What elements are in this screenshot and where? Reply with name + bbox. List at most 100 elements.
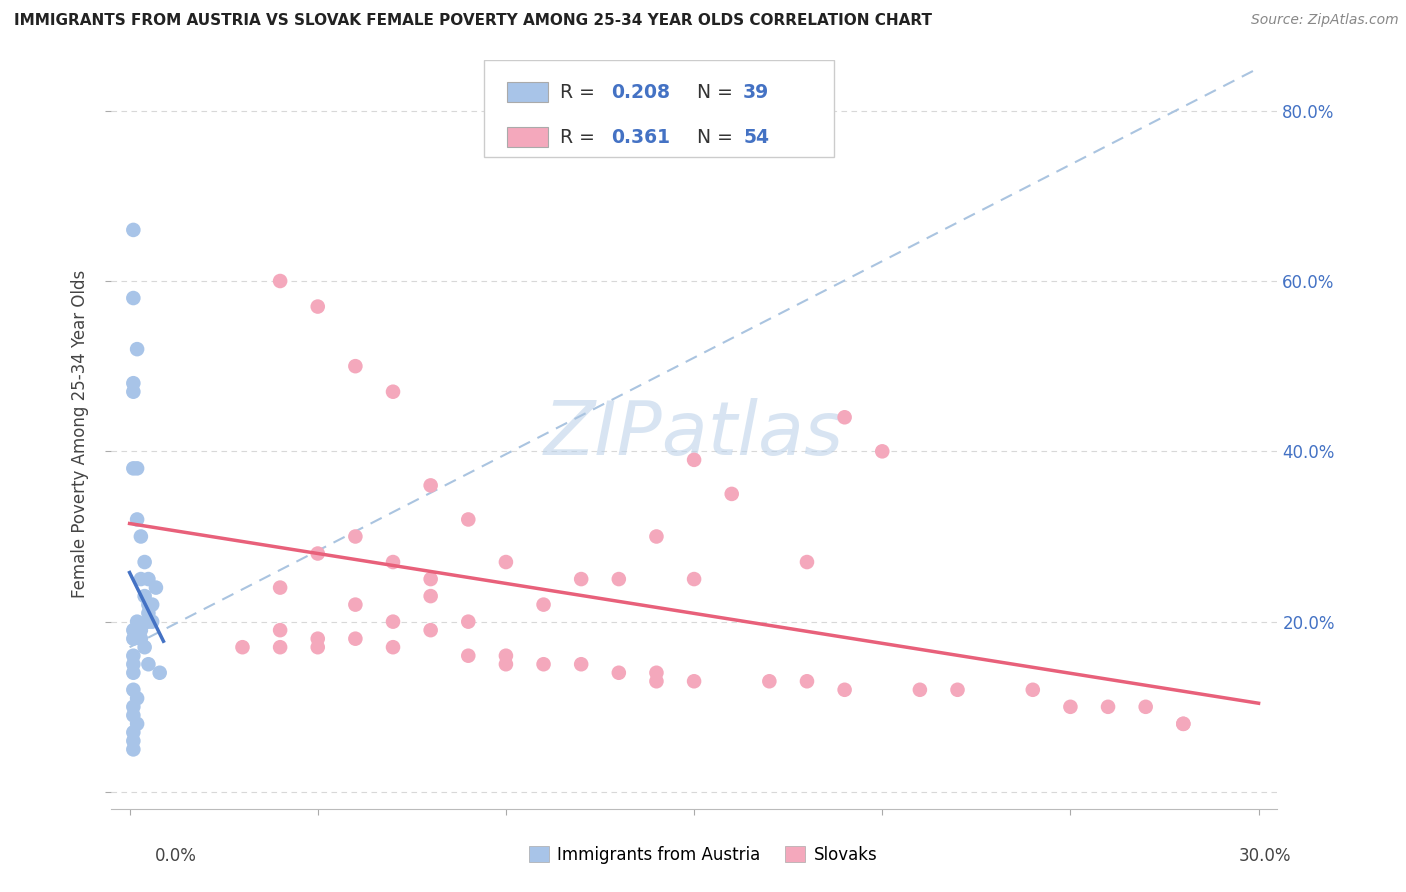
Point [138,615,160,629]
Point [122,657,145,672]
Point [134,555,156,569]
Text: 0.0%: 0.0% [155,847,197,865]
Point [1173,716,1195,731]
Point [138,572,160,586]
Point [122,461,145,475]
Point [129,632,152,646]
Point [122,699,145,714]
Point [495,657,517,672]
Text: IMMIGRANTS FROM AUSTRIA VS SLOVAK FEMALE POVERTY AMONG 25-34 YEAR OLDS CORRELATI: IMMIGRANTS FROM AUSTRIA VS SLOVAK FEMALE… [14,13,932,29]
Point [307,632,329,646]
Point [231,640,253,655]
Point [141,615,163,629]
Point [122,291,145,305]
Point [307,640,329,655]
Point [495,648,517,663]
Point [141,598,163,612]
Point [122,734,145,748]
Point [946,682,969,697]
Point [834,410,856,425]
Point [307,547,329,561]
Point [569,657,592,672]
Point [122,223,145,237]
Point [419,589,441,603]
Point [269,623,291,637]
Point [382,615,405,629]
Point [1022,682,1045,697]
Point [127,623,149,637]
Text: R =: R = [560,128,607,147]
Point [138,598,160,612]
Point [122,742,145,756]
Point [122,623,145,637]
Point [645,665,668,680]
Point [382,640,405,655]
FancyBboxPatch shape [508,127,548,146]
Point [344,598,367,612]
Point [344,529,367,543]
Point [122,682,145,697]
Point [419,478,441,492]
Point [127,512,149,526]
Point [834,682,856,697]
Point [129,572,152,586]
Point [134,589,156,603]
Point [382,384,405,399]
Text: 0.361: 0.361 [612,128,671,147]
Point [122,632,145,646]
Point [457,512,479,526]
FancyBboxPatch shape [484,60,834,157]
Point [122,648,145,663]
Point [720,487,742,501]
Point [1173,716,1195,731]
Point [457,648,479,663]
Text: 39: 39 [744,83,769,102]
Point [129,529,152,543]
FancyBboxPatch shape [508,82,548,102]
Point [457,615,479,629]
Point [127,691,149,706]
Point [269,640,291,655]
Point [796,674,818,689]
Point [122,665,145,680]
Point [138,606,160,620]
Point [127,461,149,475]
Text: 0.208: 0.208 [612,83,671,102]
Text: N =: N = [685,128,738,147]
Point [870,444,893,458]
Point [683,572,706,586]
Point [607,572,630,586]
Point [758,674,780,689]
Text: Source: ZipAtlas.com: Source: ZipAtlas.com [1251,13,1399,28]
Point [134,640,156,655]
Point [419,572,441,586]
Point [122,708,145,723]
Text: N =: N = [685,83,738,102]
Point [344,632,367,646]
Point [122,376,145,391]
Point [908,682,931,697]
Legend: Immigrants from Austria, Slovaks: Immigrants from Austria, Slovaks [522,839,884,871]
Point [419,623,441,637]
Point [145,581,167,595]
Point [122,725,145,739]
Point [127,716,149,731]
Point [307,300,329,314]
Point [533,657,555,672]
Point [1059,699,1081,714]
Point [796,555,818,569]
Point [607,665,630,680]
Point [382,555,405,569]
Point [533,598,555,612]
Text: R =: R = [560,83,600,102]
Point [127,342,149,356]
Point [122,384,145,399]
Point [495,555,517,569]
Text: 30.0%: 30.0% [1239,847,1292,865]
Point [1135,699,1157,714]
Point [683,674,706,689]
Point [645,674,668,689]
Point [149,665,172,680]
Y-axis label: Female Poverty Among 25-34 Year Olds: Female Poverty Among 25-34 Year Olds [72,270,89,599]
Point [1097,699,1119,714]
